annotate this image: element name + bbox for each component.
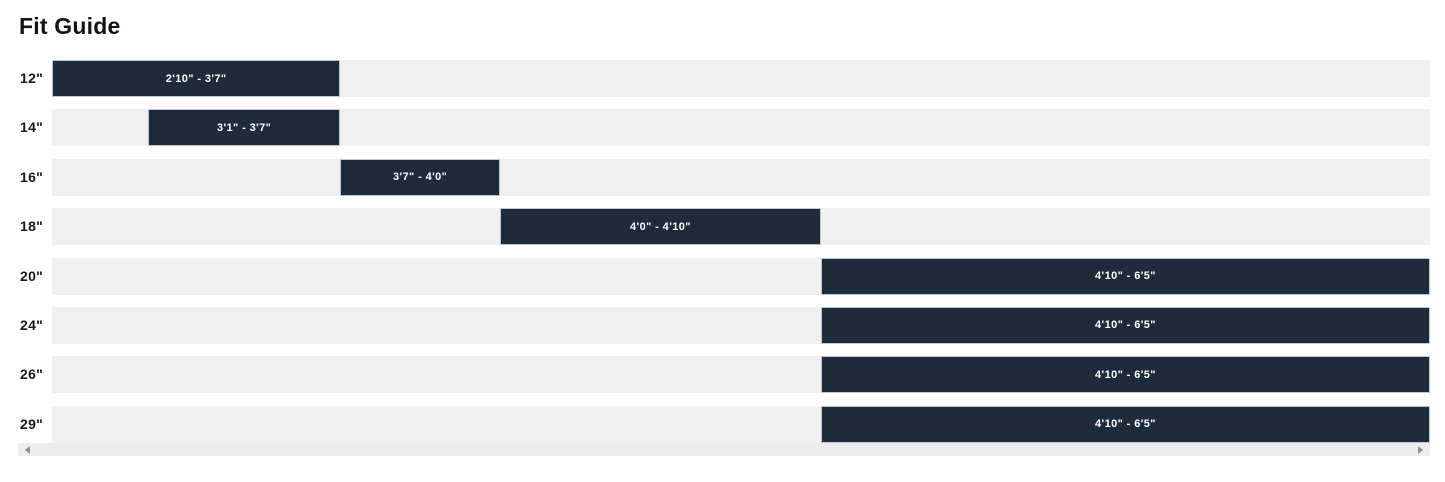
height-range-label: 4'10" - 6'5" xyxy=(1095,270,1156,283)
page-title: Fit Guide xyxy=(19,13,121,39)
fit-guide-row: 14" 3'1" - 3'7" xyxy=(20,109,1430,147)
height-range-label: 4'10" - 6'5" xyxy=(1095,368,1156,381)
height-range-label: 4'0" - 4'10" xyxy=(630,220,691,233)
height-range-track: 3'7" - 4'0" xyxy=(52,158,1430,196)
height-range-track: 4'10" - 6'5" xyxy=(52,356,1430,394)
wheel-size-label: 18" xyxy=(20,218,44,235)
height-range-bar: 4'10" - 6'5" xyxy=(820,306,1430,344)
fit-guide-row: 16" 3'7" - 4'0" xyxy=(20,158,1430,196)
wheel-size-label: 14" xyxy=(20,119,44,136)
scrollbar-right-arrow-icon[interactable] xyxy=(1418,445,1423,454)
fit-guide-row: 24" 4'10" - 6'5" xyxy=(20,306,1430,344)
height-range-bar: 3'7" - 4'0" xyxy=(340,158,500,196)
fit-guide-row: 12" 2'10" - 3'7" xyxy=(20,60,1430,97)
height-range-track: 2'10" - 3'7" xyxy=(52,60,1430,97)
wheel-size-label: 24" xyxy=(20,316,44,333)
height-range-track: 4'0" - 4'10" xyxy=(52,208,1430,246)
height-range-label: 3'7" - 4'0" xyxy=(392,171,448,184)
fit-guide-row: 26" 4'10" - 6'5" xyxy=(20,356,1430,394)
horizontal-scrollbar[interactable] xyxy=(18,443,1430,456)
height-range-track: 3'1" - 3'7" xyxy=(52,109,1430,147)
height-range-bar: 4'10" - 6'5" xyxy=(820,405,1430,443)
fit-guide-row: 20" 4'10" - 6'5" xyxy=(20,257,1430,295)
height-range-track: 4'10" - 6'5" xyxy=(52,405,1430,443)
height-range-bar: 4'10" - 6'5" xyxy=(820,356,1430,394)
height-range-track: 4'10" - 6'5" xyxy=(52,306,1430,344)
wheel-size-label: 16" xyxy=(20,168,44,185)
wheel-size-label: 29" xyxy=(20,415,44,432)
wheel-size-label: 12" xyxy=(20,70,44,86)
wheel-size-label: 26" xyxy=(20,366,44,383)
height-range-label: 2'10" - 3'7" xyxy=(165,72,227,85)
fit-guide-chart: 12" 2'10" - 3'7" 14" 3'1" - 3'7" 16" 3'7… xyxy=(20,60,1430,443)
scrollbar-left-arrow-icon[interactable] xyxy=(25,445,30,454)
height-range-bar: 4'0" - 4'10" xyxy=(499,208,821,246)
height-range-label: 4'10" - 6'5" xyxy=(1095,418,1156,431)
fit-guide-row: 18" 4'0" - 4'10" xyxy=(20,208,1430,246)
height-range-track: 4'10" - 6'5" xyxy=(52,257,1430,295)
height-range-bar: 4'10" - 6'5" xyxy=(820,257,1430,295)
height-range-label: 3'1" - 3'7" xyxy=(216,121,272,134)
fit-guide-row: 29" 4'10" - 6'5" xyxy=(20,405,1430,443)
height-range-bar: 2'10" - 3'7" xyxy=(52,60,341,97)
height-range-label: 4'10" - 6'5" xyxy=(1095,319,1156,332)
height-range-bar: 3'1" - 3'7" xyxy=(148,109,341,147)
wheel-size-label: 20" xyxy=(20,267,44,284)
